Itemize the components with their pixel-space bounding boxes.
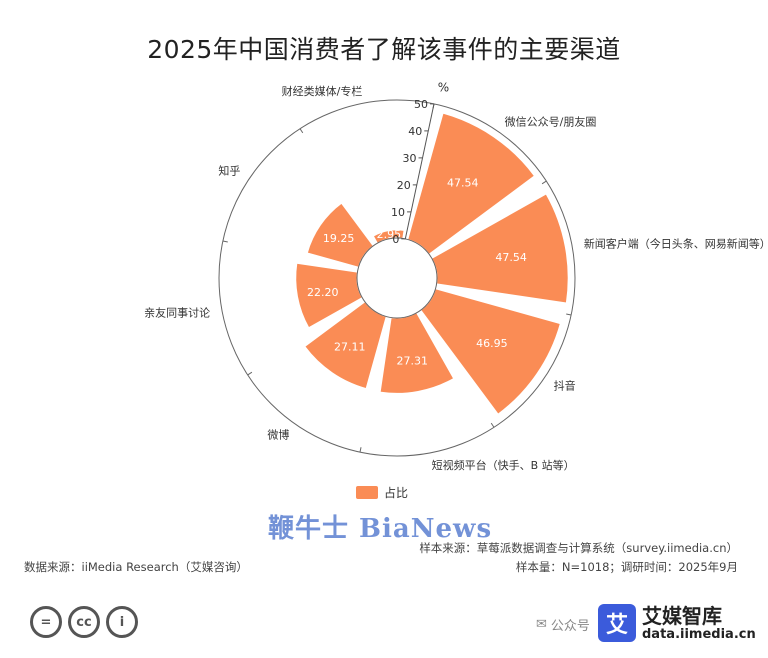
bar-value-label: 22.20 [307,286,339,299]
cc-icon: cc [68,606,100,638]
radial-tick-label: 10 [391,206,405,219]
angle-tick [299,128,304,134]
cc-by-icon: i [106,606,138,638]
bar-value-label: 19.25 [323,232,355,245]
angle-tick [222,240,228,243]
brand: 艾 艾媒智库 data.iimedia.cn [598,604,756,642]
brand-logo-icon: 艾 [598,604,636,642]
legend-swatch [356,486,378,499]
bar-value-label: 27.11 [334,341,366,354]
radial-tick-label: 0 [392,233,399,246]
chart-title: 2025年中国消费者了解该事件的主要渠道 [147,35,621,64]
wechat-icon: ✉ [536,617,547,632]
radial-tick-label: 40 [408,125,422,138]
watermark: 鞭牛士 BiaNews [268,514,493,544]
sample-source: 样本来源：草莓派数据调查与计算系统（survey.iimedia.cn） [419,541,738,555]
legend-label: 占比 [384,486,409,500]
category-label: 短视频平台（快手、B 站等） [432,458,575,472]
bar-value-label: 46.95 [476,337,508,350]
brand-name: 艾媒智库 [642,603,722,628]
angle-tick [541,180,547,185]
bar-value-label: 47.54 [447,176,479,189]
cc-license-badges: = cc i [30,606,138,638]
angle-tick [247,371,253,376]
radial-axis-line [404,103,435,239]
chart-legend: 占比 [356,484,408,501]
sample-info: 样本量：N=1018；调研时间：2025年9月 [515,560,738,574]
radial-tick-label: 20 [397,179,411,192]
category-label: 微信公众号/朋友圈 [505,114,597,128]
angle-tick [490,422,495,428]
cc-nd-icon: = [30,606,62,638]
radial-tick-label: 50 [414,98,428,111]
wechat-label: 公众号 [550,619,590,634]
radial-unit-label: % [438,81,449,95]
wechat-account: ✉ 公众号 [536,615,590,634]
category-label: 亲友同事讨论 [144,306,210,320]
data-source: 数据来源：iiMedia Research（艾媒咨询） [24,560,248,574]
radial-tick-label: 30 [403,152,417,165]
category-label: 知乎 [218,163,240,177]
category-label: 微博 [267,428,289,442]
brand-url: data.iimedia.cn [642,626,756,642]
category-label: 新闻客户端（今日头条、网易新闻等） [584,236,768,250]
angle-tick [566,313,572,316]
angle-axis-circle [218,99,576,457]
bar-value-label: 47.54 [495,251,527,264]
center-hole [356,237,438,319]
category-label: 抖音 [554,379,576,393]
category-label: 财经类媒体/专栏 [282,84,363,98]
angle-tick [359,447,362,453]
bar-2 [420,288,561,415]
bar-value-label: 27.31 [397,354,429,367]
